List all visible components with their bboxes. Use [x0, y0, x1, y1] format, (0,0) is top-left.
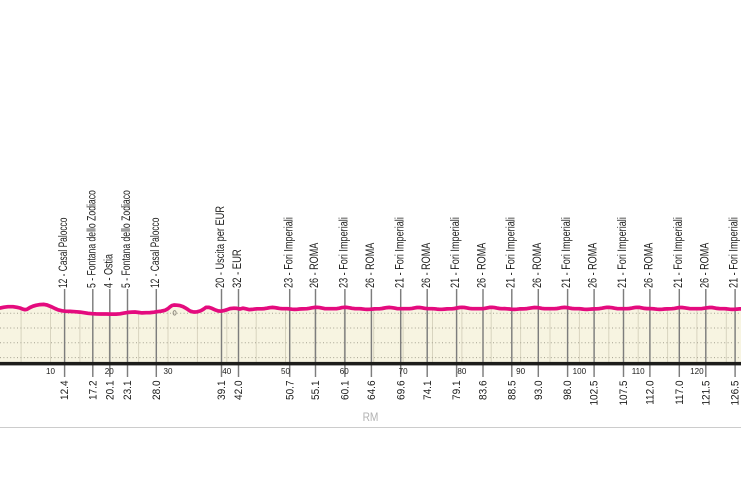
svg-text:23.1: 23.1 [122, 380, 135, 400]
svg-text:20: 20 [105, 366, 114, 376]
svg-text:80: 80 [457, 366, 466, 376]
svg-text:26 - ROMA: 26 - ROMA [364, 242, 378, 288]
svg-text:50.7: 50.7 [284, 380, 297, 400]
svg-text:21 - Fori Imperiali: 21 - Fori Imperiali [616, 217, 630, 288]
svg-text:21 - Fori Imperiali: 21 - Fori Imperiali [728, 217, 741, 288]
svg-text:69.6: 69.6 [395, 380, 408, 400]
svg-text:5 - Fontana dello Zodiaco: 5 - Fontana dello Zodiaco [86, 190, 99, 288]
svg-text:21 - Fori Imperiali: 21 - Fori Imperiali [393, 217, 407, 288]
svg-text:50: 50 [281, 366, 290, 376]
svg-text:26 - ROMA: 26 - ROMA [420, 242, 434, 288]
svg-text:10: 10 [46, 366, 55, 376]
svg-text:20 - Uscita per EUR: 20 - Uscita per EUR [214, 206, 227, 288]
svg-text:93.0: 93.0 [532, 380, 545, 400]
svg-text:5 - Fontana dello Zodiaco: 5 - Fontana dello Zodiaco [121, 190, 134, 288]
svg-text:20.1: 20.1 [104, 380, 117, 400]
svg-text:74.1: 74.1 [421, 380, 434, 400]
svg-text:83.6: 83.6 [477, 380, 490, 400]
svg-text:26 - ROMA: 26 - ROMA [308, 242, 322, 288]
svg-text:23 - Fori Imperiali: 23 - Fori Imperiali [337, 217, 351, 288]
svg-text:102.5: 102.5 [588, 380, 601, 405]
svg-text:126.5: 126.5 [729, 380, 741, 405]
svg-text:26 - ROMA: 26 - ROMA [587, 242, 601, 288]
svg-text:121.5: 121.5 [700, 380, 713, 405]
svg-text:117.0: 117.0 [673, 380, 686, 404]
svg-text:21 - Fori Imperiali: 21 - Fori Imperiali [449, 217, 463, 288]
svg-text:21 - Fori Imperiali: 21 - Fori Imperiali [560, 217, 574, 288]
svg-text:23 - Fori Imperiali: 23 - Fori Imperiali [282, 217, 296, 288]
svg-text:88.5: 88.5 [506, 380, 519, 400]
svg-text:60.1: 60.1 [339, 380, 352, 400]
svg-text:120: 120 [690, 366, 704, 376]
svg-text:21 - Fori Imperiali: 21 - Fori Imperiali [504, 217, 518, 288]
svg-text:55.1: 55.1 [310, 380, 323, 400]
svg-text:26 - ROMA: 26 - ROMA [475, 242, 489, 288]
svg-text:17.2: 17.2 [87, 380, 100, 400]
svg-text:100: 100 [573, 366, 587, 376]
svg-text:110: 110 [632, 366, 645, 376]
svg-text:107.5: 107.5 [618, 380, 631, 405]
svg-text:98.0: 98.0 [562, 380, 575, 400]
svg-text:12 - Casal Palocco: 12 - Casal Palocco [150, 217, 163, 288]
svg-text:12.4: 12.4 [59, 380, 72, 400]
svg-text:42.0: 42.0 [233, 380, 246, 400]
svg-text:64.6: 64.6 [366, 380, 379, 400]
svg-text:90: 90 [516, 366, 525, 376]
svg-text:26 - ROMA: 26 - ROMA [642, 242, 656, 288]
svg-text:RM: RM [363, 411, 379, 424]
svg-text:26 - ROMA: 26 - ROMA [698, 242, 712, 288]
svg-text:112.0: 112.0 [644, 380, 657, 404]
svg-text:40: 40 [222, 366, 231, 376]
svg-text:26 - ROMA: 26 - ROMA [531, 242, 545, 288]
svg-text:60: 60 [340, 366, 349, 376]
svg-text:28.0: 28.0 [150, 380, 163, 400]
svg-text:12 - Casal Palocco: 12 - Casal Palocco [58, 217, 71, 288]
svg-text:30: 30 [164, 366, 173, 376]
svg-text:39.1: 39.1 [216, 380, 229, 400]
svg-text:32 - EUR: 32 - EUR [231, 249, 244, 288]
svg-text:21 - Fori Imperiali: 21 - Fori Imperiali [672, 217, 686, 288]
svg-text:70: 70 [399, 366, 408, 376]
svg-text:4 - Ostia: 4 - Ostia [102, 254, 116, 288]
svg-text:79.1: 79.1 [451, 380, 464, 400]
